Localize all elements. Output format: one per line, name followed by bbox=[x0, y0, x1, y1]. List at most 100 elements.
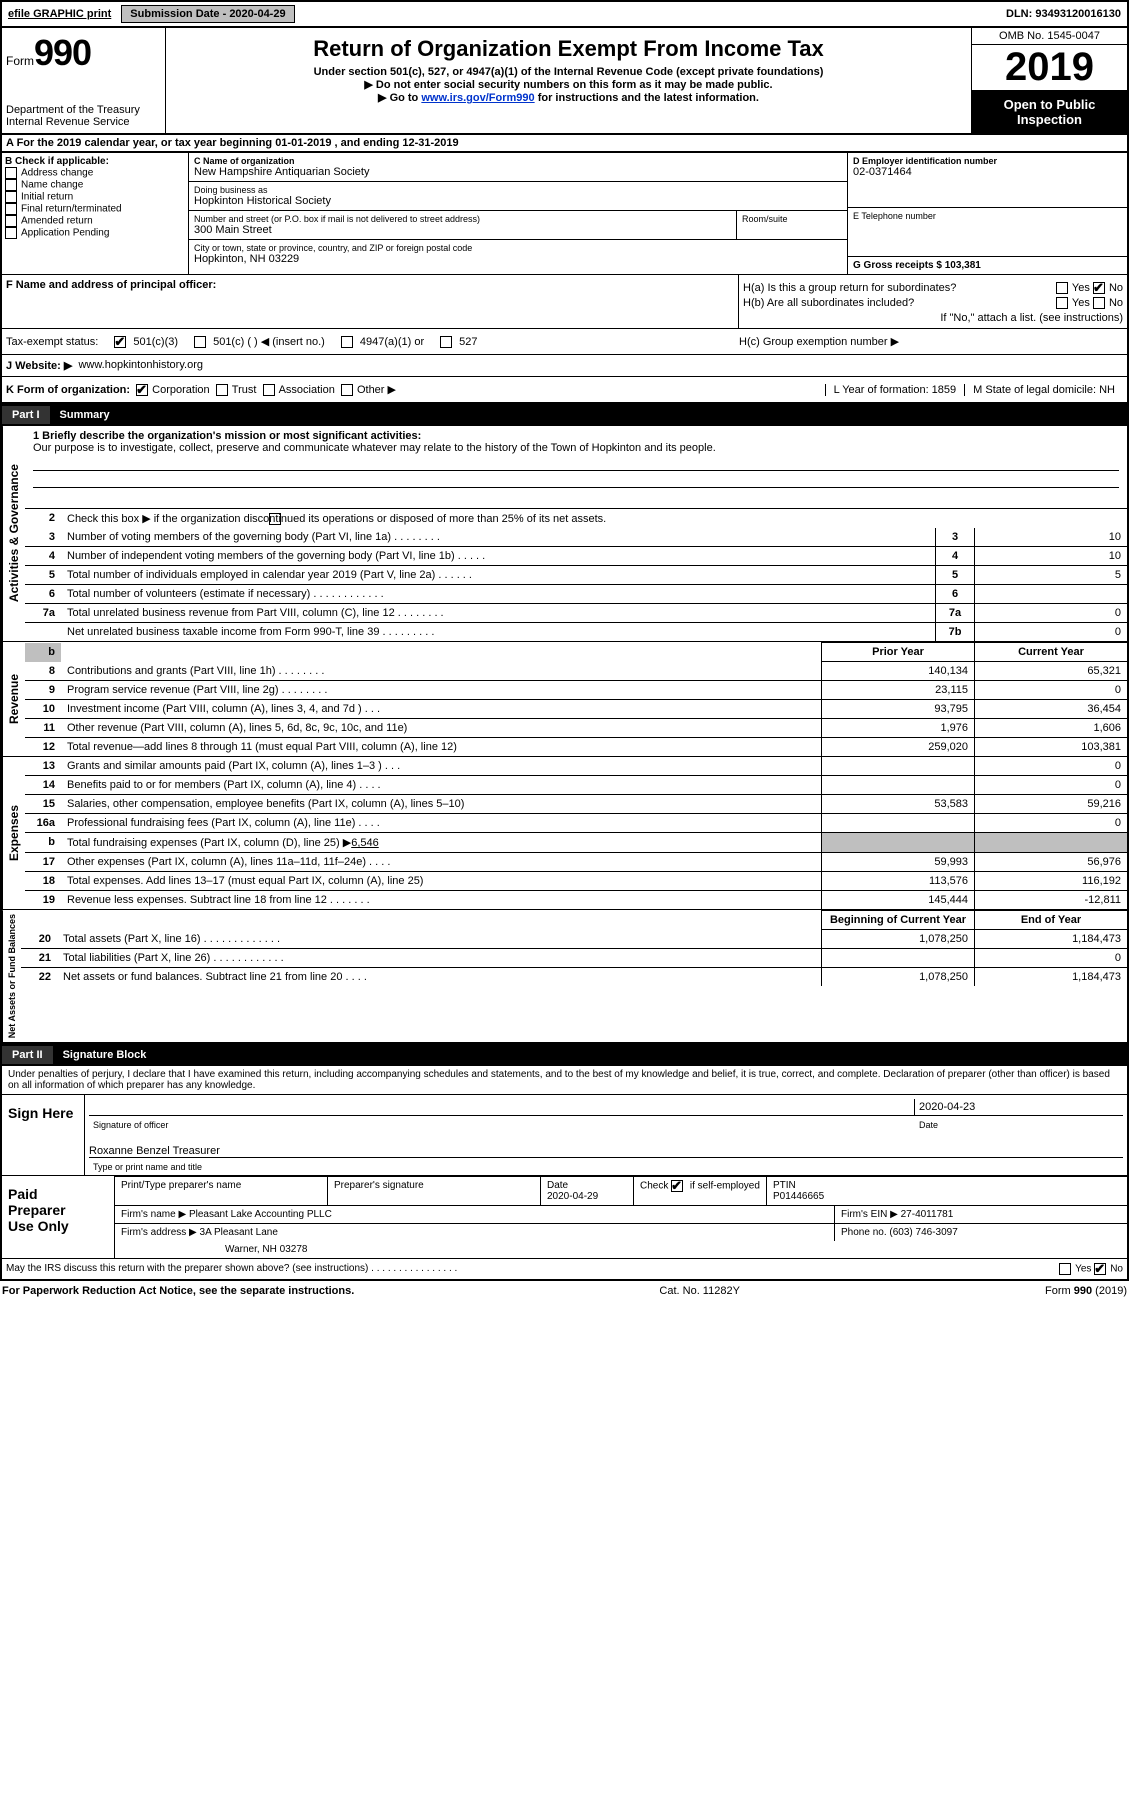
discuss-no[interactable] bbox=[1094, 1263, 1106, 1275]
status-527[interactable] bbox=[440, 336, 452, 348]
sig-name: Roxanne Benzel Treasurer bbox=[89, 1137, 1123, 1158]
f-label: F Name and address of principal officer: bbox=[6, 279, 734, 291]
website-row: J Website: ▶ www.hopkintonhistory.org bbox=[0, 354, 1129, 377]
line-8: Contributions and grants (Part VIII, lin… bbox=[61, 662, 822, 681]
status-501c3[interactable] bbox=[114, 336, 126, 348]
line-6: Total number of volunteers (estimate if … bbox=[61, 585, 936, 604]
p18: 113,576 bbox=[822, 872, 975, 891]
c12: 103,381 bbox=[975, 738, 1128, 757]
prep-t1: Paid bbox=[8, 1186, 108, 1202]
tax-year: 2019 bbox=[972, 45, 1127, 91]
c21: 0 bbox=[975, 949, 1128, 968]
p13 bbox=[822, 757, 975, 776]
column-d: D Employer identification number 02-0371… bbox=[847, 153, 1127, 274]
k-trust[interactable] bbox=[216, 384, 228, 396]
k-opt0: Corporation bbox=[152, 384, 209, 396]
sig-declaration: Under penalties of perjury, I declare th… bbox=[2, 1066, 1127, 1094]
expenses-table: 13Grants and similar amounts paid (Part … bbox=[25, 757, 1127, 909]
instruction-1: ▶ Do not enter social security numbers o… bbox=[170, 78, 967, 91]
part2-label: Part II bbox=[2, 1046, 53, 1064]
revenue-section: Revenue bPrior YearCurrent Year 8Contrib… bbox=[0, 642, 1129, 757]
irs-link[interactable]: www.irs.gov/Form990 bbox=[421, 92, 534, 104]
hb-yes-label: Yes bbox=[1072, 297, 1090, 309]
submission-date: Submission Date - 2020-04-29 bbox=[121, 5, 294, 23]
sig-date: 2020-04-23 bbox=[914, 1099, 1123, 1115]
c-name-label: C Name of organization bbox=[194, 156, 842, 166]
check-label-0: Address change bbox=[21, 168, 93, 179]
firm-addr2: Warner, NH 03278 bbox=[115, 1241, 1127, 1258]
firm-name-label: Firm's name ▶ bbox=[121, 1209, 186, 1220]
line-19: Revenue less expenses. Subtract line 18 … bbox=[61, 891, 822, 910]
dln: DLN: 93493120016130 bbox=[1006, 8, 1121, 20]
sign-here-label: Sign Here bbox=[2, 1095, 85, 1175]
check-final-return[interactable] bbox=[5, 203, 17, 215]
row-klm: K Form of organization: Corporation Trus… bbox=[0, 377, 1129, 404]
status-501c[interactable] bbox=[194, 336, 206, 348]
h-note: If "No," attach a list. (see instruction… bbox=[743, 312, 1123, 324]
check-amended[interactable] bbox=[5, 215, 17, 227]
status-opt3: 4947(a)(1) or bbox=[360, 336, 424, 348]
line2-checkbox[interactable] bbox=[269, 513, 281, 525]
form-number: 990 bbox=[34, 32, 91, 74]
room-label: Room/suite bbox=[742, 214, 842, 224]
c22: 1,184,473 bbox=[975, 968, 1128, 987]
p19: 145,444 bbox=[822, 891, 975, 910]
line-15: Salaries, other compensation, employee b… bbox=[61, 795, 822, 814]
val-5: 5 bbox=[975, 566, 1128, 585]
row-f-h: F Name and address of principal officer:… bbox=[0, 275, 1129, 328]
section-a: A For the 2019 calendar year, or tax yea… bbox=[0, 135, 1129, 153]
check-address-change[interactable] bbox=[5, 167, 17, 179]
discuss-yes[interactable] bbox=[1059, 1263, 1071, 1275]
prep-self-employed[interactable] bbox=[671, 1180, 683, 1192]
line-20: Total assets (Part X, line 16) . . . . .… bbox=[57, 930, 822, 949]
ha-yes[interactable] bbox=[1056, 282, 1068, 294]
paid-preparer-block: Paid Preparer Use Only Print/Type prepar… bbox=[2, 1175, 1127, 1258]
c14: 0 bbox=[975, 776, 1128, 795]
status-4947[interactable] bbox=[341, 336, 353, 348]
check-application-pending[interactable] bbox=[5, 227, 17, 239]
ha-label: H(a) Is this a group return for subordin… bbox=[743, 282, 956, 294]
k-other[interactable] bbox=[341, 384, 353, 396]
street-value: 300 Main Street bbox=[194, 224, 731, 236]
net-assets-section: Net Assets or Fund Balances Beginning of… bbox=[0, 910, 1129, 1044]
mission-label: 1 Briefly describe the organization's mi… bbox=[33, 430, 1119, 442]
hb-no[interactable] bbox=[1093, 297, 1105, 309]
mission-blank-1 bbox=[33, 456, 1119, 471]
k-association[interactable] bbox=[263, 384, 275, 396]
val-3: 10 bbox=[975, 528, 1128, 547]
k-corporation[interactable] bbox=[136, 384, 148, 396]
line-22: Net assets or fund balances. Subtract li… bbox=[57, 968, 822, 987]
hdr-beginning: Beginning of Current Year bbox=[822, 911, 975, 930]
part1-label: Part I bbox=[2, 406, 50, 424]
net-assets-table: Beginning of Current YearEnd of Year 20T… bbox=[21, 910, 1127, 986]
vlabel-net: Net Assets or Fund Balances bbox=[2, 910, 21, 1042]
gross-receipts: G Gross receipts $ 103,381 bbox=[853, 260, 1122, 271]
paid-preparer-label: Paid Preparer Use Only bbox=[2, 1176, 115, 1258]
line-17: Other expenses (Part IX, column (A), lin… bbox=[61, 853, 822, 872]
check-initial-return[interactable] bbox=[5, 191, 17, 203]
expenses-section: Expenses 13Grants and similar amounts pa… bbox=[0, 757, 1129, 910]
val-7a: 0 bbox=[975, 604, 1128, 623]
tax-status-row: Tax-exempt status: 501(c)(3) 501(c) ( ) … bbox=[0, 328, 1129, 354]
p20: 1,078,250 bbox=[822, 930, 975, 949]
form-title: Return of Organization Exempt From Incom… bbox=[170, 36, 967, 62]
c8: 65,321 bbox=[975, 662, 1128, 681]
efile-link[interactable]: efile GRAPHIC print bbox=[8, 8, 111, 20]
p9: 23,115 bbox=[822, 681, 975, 700]
hb-yes[interactable] bbox=[1056, 297, 1068, 309]
check-label-3: Final return/terminated bbox=[21, 204, 122, 215]
check-name-change[interactable] bbox=[5, 179, 17, 191]
ha-no[interactable] bbox=[1093, 282, 1105, 294]
c17: 56,976 bbox=[975, 853, 1128, 872]
prep-check-label: Check bbox=[640, 1181, 671, 1192]
governance-section: Activities & Governance 1 Briefly descri… bbox=[0, 426, 1129, 642]
p11: 1,976 bbox=[822, 719, 975, 738]
org-name: New Hampshire Antiquarian Society bbox=[194, 166, 842, 178]
line-10: Investment income (Part VIII, column (A)… bbox=[61, 700, 822, 719]
line-14: Benefits paid to or for members (Part IX… bbox=[61, 776, 822, 795]
l-year: L Year of formation: 1859 bbox=[825, 384, 965, 396]
top-bar: efile GRAPHIC print Submission Date - 20… bbox=[0, 0, 1129, 28]
signature-block: Under penalties of perjury, I declare th… bbox=[0, 1066, 1129, 1281]
m-state: M State of legal domicile: NH bbox=[964, 384, 1123, 396]
p21 bbox=[822, 949, 975, 968]
